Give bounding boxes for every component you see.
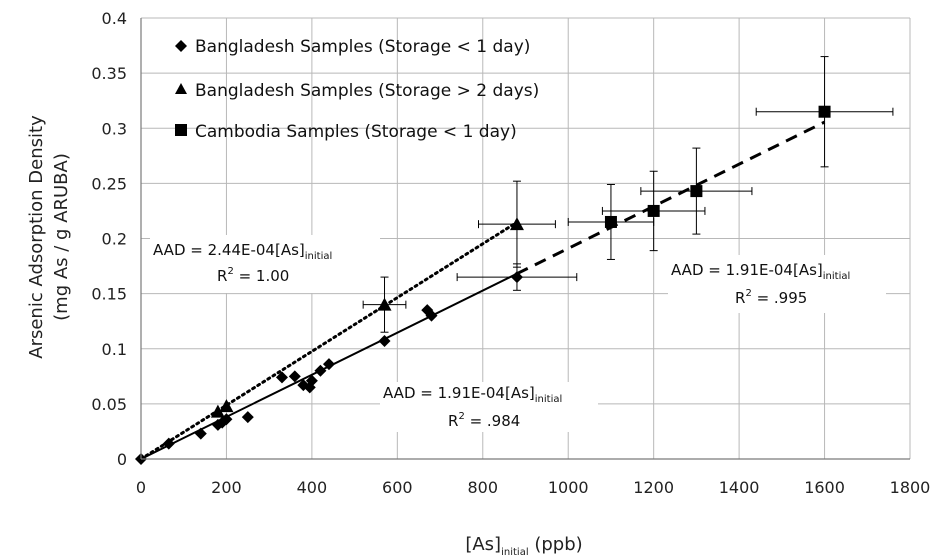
axes [140, 18, 910, 460]
annotation-equation: AAD = 1.91E-04[As]initial [383, 384, 562, 405]
r2-superscript: 2 [458, 411, 464, 422]
annotation-bg [150, 235, 380, 293]
triangle-point [377, 297, 392, 311]
diamond-point [322, 358, 335, 371]
x-tick-label: 1400 [719, 478, 760, 497]
diamond-point [314, 364, 327, 377]
square-point [604, 215, 617, 228]
data-points [135, 105, 831, 465]
trendline-dashed [516, 120, 826, 276]
y-axis-title-line2: (mg As / g ARUBA) [51, 153, 72, 321]
equation-subscript: initial [535, 394, 563, 405]
square-point [690, 185, 703, 198]
equation-text: AAD = 1.91E-04[As] [671, 261, 823, 279]
legend-label-bangladesh-short: Bangladesh Samples (Storage < 1 day) [195, 37, 530, 57]
triangle-point [210, 404, 225, 418]
diamond-point [241, 411, 254, 424]
legend-label-cambodia: Cambodia Samples (Storage < 1 day) [195, 122, 517, 142]
triangle-point [509, 217, 524, 231]
y-tick-label: 0.25 [91, 174, 127, 193]
annotation-dashed-fit: AAD = 1.91E-04[As]initial R2 = .995 [668, 255, 886, 313]
annotation-solid-fit: AAD = 1.91E-04[As]initial R2 = .984 [380, 382, 598, 432]
x-tick-label: 0 [136, 478, 146, 497]
diamond-point [275, 371, 288, 384]
r2-value: = .995 [752, 289, 808, 307]
r2-value: = .984 [465, 412, 521, 430]
x-tick-label: 800 [468, 478, 499, 497]
annotation-r2: R2 = .984 [448, 411, 520, 430]
y-axis-title-line1: Arsenic Adsorption Density [26, 115, 47, 359]
legend-triangle-marker [175, 83, 187, 94]
legend-item-triangle: Bangladesh Samples (Storage > 2 days) [175, 81, 539, 101]
legend: Bangladesh Samples (Storage < 1 day) Ban… [175, 37, 539, 142]
triangle-point [219, 399, 234, 413]
diamond-point [425, 309, 438, 322]
x-tick-label: 1600 [804, 478, 845, 497]
annotation-r2: R2 = 1.00 [217, 266, 289, 285]
r2-value: = 1.00 [234, 267, 290, 285]
r2-superscript: 2 [745, 288, 751, 299]
annotation-equation: AAD = 1.91E-04[As]initial [671, 261, 850, 282]
diamond-point [305, 374, 318, 387]
x-tick-label: 200 [211, 478, 242, 497]
x-tick-label: 600 [382, 478, 413, 497]
r2-superscript: 2 [227, 266, 233, 277]
equation-subscript: initial [305, 251, 333, 262]
y-tick-label: 0.35 [91, 64, 127, 83]
x-tick-label: 1200 [633, 478, 674, 497]
x-axis-unit-text: (ppb) [534, 534, 582, 555]
diamond-point [162, 437, 175, 450]
annotation-equation: AAD = 2.44E-04[As]initial [153, 241, 332, 262]
legend-item-diamond: Bangladesh Samples (Storage < 1 day) [175, 37, 530, 57]
legend-diamond-marker [175, 40, 187, 52]
equation-text: AAD = 2.44E-04[As] [153, 241, 305, 259]
annotation-r2: R2 = .995 [735, 288, 807, 307]
x-tick-label: 1000 [548, 478, 589, 497]
equation-text: AAD = 1.91E-04[As] [383, 384, 535, 402]
x-axis-sub: initial [501, 547, 529, 558]
diamond-point [288, 370, 301, 383]
annotation-dotted-fit: AAD = 2.44E-04[As]initial R2 = 1.00 [150, 235, 380, 293]
diamond-point [194, 427, 207, 440]
y-tick-label: 0.1 [102, 340, 127, 359]
legend-square-marker [175, 124, 187, 136]
y-tick-label: 0.05 [91, 395, 127, 414]
legend-item-square: Cambodia Samples (Storage < 1 day) [175, 122, 517, 142]
x-tick-label: 400 [297, 478, 328, 497]
r2-letter: R [735, 289, 745, 307]
diamond-point [510, 271, 523, 284]
annotation-bg [380, 382, 598, 432]
r2-letter: R [217, 267, 227, 285]
diamond-point [378, 335, 391, 348]
equation-subscript: initial [823, 271, 851, 282]
y-tick-label: 0.15 [91, 285, 127, 304]
x-axis-var: [As] [465, 534, 501, 555]
y-tick-label: 0.4 [102, 9, 127, 28]
r2-letter: R [448, 412, 458, 430]
tick-labels: 0 200 400 600 800 1000 1200 1400 1600 1800 0 0.05 0.… [91, 9, 930, 497]
x-axis-title: [As]initial (ppb) [465, 534, 582, 558]
y-tick-label: 0 [117, 450, 127, 469]
y-tick-label: 0.3 [102, 119, 127, 138]
square-point [818, 105, 831, 118]
annotation-bg [668, 255, 886, 313]
x-tick-label: 1800 [890, 478, 931, 497]
legend-label-bangladesh-long: Bangladesh Samples (Storage > 2 days) [195, 81, 539, 101]
trendline-dotted [139, 220, 519, 461]
square-point [647, 204, 660, 217]
y-tick-label: 0.2 [102, 230, 127, 249]
